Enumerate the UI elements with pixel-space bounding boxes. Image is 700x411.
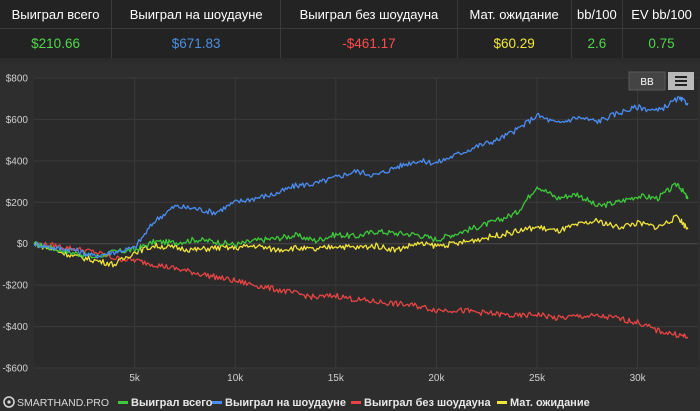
stats-table: Выиграл всего Выиграл на шоудауне Выигра…	[0, 0, 700, 58]
legend-swatch	[212, 401, 222, 404]
stat-header-non-showdown: Выиграл без шоудауна	[280, 0, 458, 29]
y-tick-label: -$200	[2, 281, 28, 292]
x-tick-label: 15k	[328, 373, 345, 384]
menu-icon[interactable]	[668, 72, 694, 90]
legend-swatch	[497, 401, 507, 404]
brand-name: SMARTHAND.PRO	[17, 397, 109, 409]
y-tick-label: $0	[17, 239, 29, 250]
x-tick-label: 10k	[227, 373, 244, 384]
stat-value-showdown: $671.83	[111, 28, 281, 58]
legend-label: Выиграл всего	[131, 397, 213, 409]
brand-logo-icon	[3, 396, 15, 408]
chart-series-lines	[33, 96, 689, 339]
stat-value-ev-bb100: 0.75	[622, 28, 700, 58]
x-tick-label: 20k	[428, 373, 445, 384]
x-axis-ticks: 5k 10k 15k 20k 25k 30k	[129, 373, 646, 384]
legend-swatch	[351, 401, 361, 404]
y-tick-label: -$600	[2, 364, 28, 375]
bb-toggle-button[interactable]: BB	[628, 71, 666, 91]
legend-label: Выиграл без шоудауна	[364, 397, 491, 409]
legend-swatch	[118, 401, 128, 404]
bb-toggle-label: BB	[640, 77, 654, 88]
x-tick-label: 30k	[630, 373, 647, 384]
legend-label: Выиграл на шоудауне	[225, 397, 346, 409]
brand: SMARTHAND.PRO	[3, 396, 109, 409]
stat-value-bb100: 2.6	[570, 28, 623, 58]
stat-header-ev-bb100: EV bb/100	[622, 0, 700, 29]
series-line	[33, 182, 689, 259]
y-tick-label: $600	[6, 115, 29, 126]
x-tick-label: 5k	[129, 373, 141, 384]
y-tick-label: $400	[6, 156, 29, 167]
legend-label: Мат. ожидание	[510, 397, 590, 409]
series-line	[33, 96, 689, 259]
stat-value-total: $210.66	[31, 36, 80, 51]
y-tick-label: $200	[6, 198, 29, 209]
stat-header-total: Выиграл всего	[0, 0, 112, 29]
chart-legend: Выиграл всего Выиграл на шоудауне Выиграл …	[118, 397, 590, 409]
series-line	[33, 241, 689, 339]
stat-header-showdown: Выиграл на шоудауне	[111, 0, 281, 29]
stat-header-bb100: bb/100	[570, 0, 623, 29]
stat-header-ev: Мат. ожидание	[456, 0, 572, 29]
series-line	[33, 214, 689, 268]
y-axis-ticks: $800 $600 $400 $200 $0 -$200 -$400 -$600	[2, 74, 28, 375]
y-tick-label: $800	[6, 74, 29, 85]
stat-value-non-showdown: -$461.17	[280, 28, 458, 58]
stats-panel: Выиграл всего Выиграл на шоудауне Выигра…	[0, 0, 700, 58]
y-tick-label: -$400	[2, 322, 28, 333]
stat-value-ev: $60.29	[456, 28, 572, 58]
winnings-chart: $800 $600 $400 $200 $0 -$200 -$400 -$600 5k 10k 1…	[0, 62, 700, 411]
x-tick-label: 25k	[529, 373, 546, 384]
